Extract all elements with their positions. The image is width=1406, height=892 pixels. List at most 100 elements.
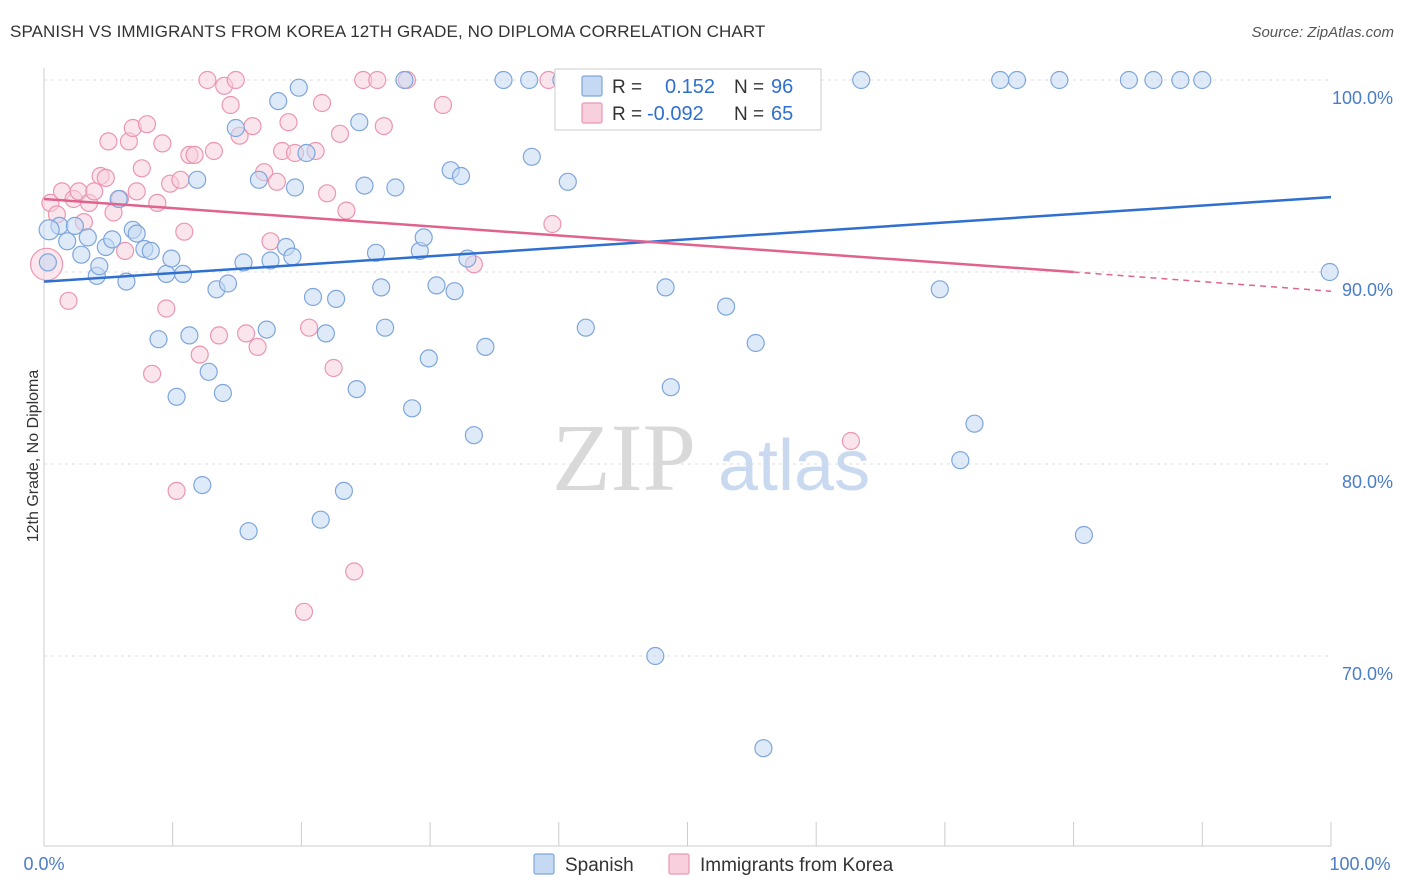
legend-r-label-spanish: R = [612,77,642,98]
korea-point [190,345,209,364]
korea-point [96,168,115,187]
spanish-point [1074,525,1094,545]
korea-point [204,141,223,161]
series-legend-label-korea: Immigrants from Korea [700,855,894,876]
spanish-point [991,70,1010,90]
trend-line-korea-extension [1073,271,1332,292]
spanish-point [213,383,232,403]
spanish-point [141,241,160,260]
spanish-point [316,324,335,343]
correlation-legend: R = 0.152 N = 96 R = -0.092 N = 65 [554,68,822,131]
spanish-point [1320,262,1339,282]
spanish-point [1171,70,1190,90]
spanish-point [127,224,146,243]
trend-line-korea [43,197,1074,274]
x-ticks [43,822,1332,846]
x-tick-label-max: 100.0% [1329,854,1390,874]
spanish-point [303,287,323,307]
spanish-point [193,476,212,495]
korea-point [127,182,146,201]
chart-source: Source: ZipAtlas.com [1251,24,1394,41]
legend-n-value-spanish: 96 [771,76,793,98]
spanish-point [103,230,122,249]
korea-point [148,193,167,212]
spanish-point [522,147,541,166]
trend-line-spanish [43,195,1332,283]
series-legend-swatch-korea [668,853,690,875]
spanish-point [451,166,471,186]
spanish-point [419,349,438,368]
y-tick-label-90: 90.0% [1342,280,1393,300]
korea-point [132,159,151,178]
spanish-point [234,253,253,272]
legend-swatch-spanish [581,75,603,97]
korea-point [300,318,319,337]
spanish-point [930,280,949,299]
spanish-point [464,426,483,445]
spanish-point [90,257,109,276]
spanish-point [261,251,280,270]
series-legend-label-spanish: Spanish [565,855,634,876]
trend-lines [43,195,1332,292]
korea-point [143,364,162,383]
korea-point [198,70,217,90]
spanish-point [372,278,391,297]
y-tick-labels: 100.0% 90.0% 80.0% 70.0% [1332,88,1393,684]
korea-point [153,134,172,153]
spanish-point [376,318,395,337]
korea-point [185,145,204,164]
spanish-point [311,510,330,529]
spanish-point [386,178,405,197]
korea-point [543,214,562,234]
spanish-point-large [38,219,60,241]
y-axis-label: 12th Grade, No Diploma [25,370,42,543]
spanish-point [754,739,773,758]
legend-swatch-korea [581,102,603,124]
spanish-point [72,245,91,264]
korea-point [330,124,350,143]
spanish-point [476,337,495,356]
korea-point [59,291,78,310]
spanish-point [58,232,77,251]
korea-point [99,132,118,151]
spanish-point [347,380,366,399]
korea-point [243,116,262,136]
spanish-point [180,326,199,345]
spanish-point [283,247,302,266]
spanish-point [65,216,85,235]
spanish-point [269,91,288,111]
spanish-point [355,176,374,195]
korea-point [433,95,453,115]
legend-r-label-korea: R = [612,104,642,125]
korea-point [85,182,104,201]
y-tick-label-80: 80.0% [1342,472,1393,492]
korea-point [167,481,186,500]
spanish-point [1050,70,1069,90]
spanish-point [289,78,308,97]
korea-point [171,170,190,189]
spanish-point [199,362,218,381]
watermark-zip: ZIP [552,404,696,511]
korea-point [324,358,343,378]
korea-point [209,326,229,345]
spanish-point [520,70,539,90]
spanish-point [1193,70,1212,90]
spanish-point [239,522,258,541]
korea-point [248,337,267,356]
spanish-point [661,378,680,397]
spanish-point [414,228,433,247]
spanish-point [965,414,984,433]
spanish-point [285,178,305,197]
chart-title: SPANISH VS IMMIGRANTS FROM KOREA 12TH GR… [10,22,766,41]
spanish-point [746,333,765,353]
watermark: ZIP atlas [552,404,870,511]
grid [44,79,1331,657]
spanish-point [403,399,422,418]
spanish-point [226,118,245,138]
spanish-point [149,330,168,349]
spanish-point [1007,70,1027,90]
korea-point [345,562,364,581]
legend-r-value-korea: -0.092 [647,103,704,125]
spanish-point [188,170,207,189]
korea-point [221,95,240,115]
